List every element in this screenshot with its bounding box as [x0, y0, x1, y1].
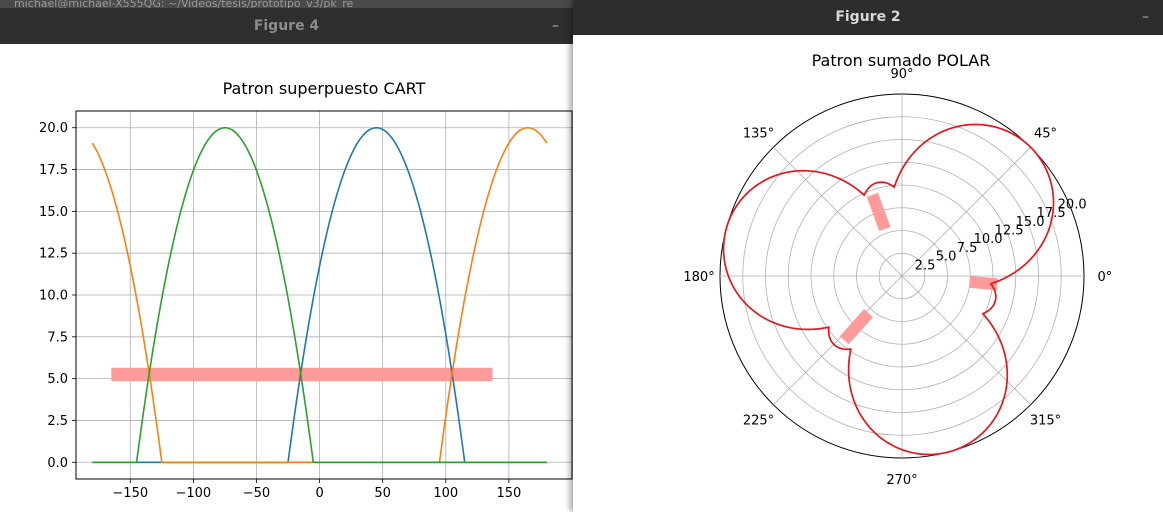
polar-rtick-label: 20.0 [1058, 197, 1087, 212]
cart-ytick-label: 15.0 [39, 205, 68, 220]
cart-series-layer [91, 126, 548, 464]
cart-frame [75, 110, 573, 480]
figure-4-window[interactable]: Figure 4 – Patron superpuesto CART −150−… [0, 8, 573, 512]
polar-rtick-label: 5.0 [936, 250, 957, 265]
cart-ytick-label: 10.0 [39, 289, 68, 304]
cart-series-line-2 [92, 126, 547, 464]
minimize-icon[interactable]: – [1142, 9, 1149, 25]
figure-4-title: Figure 4 [253, 18, 320, 34]
cart-xtick-label: −100 [176, 486, 212, 501]
polar-highlight-1 [866, 192, 891, 232]
cart-xtick-label: 100 [433, 486, 458, 501]
cart-xtick-label: 0 [315, 486, 323, 501]
figure-2-title: Figure 2 [835, 9, 901, 25]
cart-axes: −150 −100 −50 0 50 100 150 0.0 2.5 5.0 7.5 10.0 12.5… [39, 110, 573, 501]
figure-2-titlebar[interactable]: Figure 2 – [573, 0, 1163, 35]
figure-4-titlebar[interactable]: Figure 4 – [0, 8, 573, 44]
cart-xtick-label: 150 [496, 486, 521, 501]
polar-gridspoke [773, 275, 903, 405]
cart-ytick-label: 0.0 [47, 456, 68, 471]
polar-theta-label: 90° [890, 67, 913, 82]
cart-ytick-label: 5.0 [47, 372, 68, 387]
cart-xtick-label: −50 [243, 486, 270, 501]
polar-highlight-2 [839, 309, 873, 345]
polar-theta-label: 0° [1098, 270, 1113, 285]
polar-gridspoke [773, 147, 903, 277]
polar-theta-label: 135° [743, 127, 774, 142]
cart-ytick-label: 7.5 [47, 330, 68, 345]
polar-theta-label: 180° [683, 270, 714, 285]
polar-theta-label: 225° [743, 413, 774, 428]
polar-rtick-label: 7.5 [957, 241, 978, 256]
background-terminal-title: michael@michael-X555QG: ~/Videos/tesis/p… [0, 0, 614, 8]
polar-series-layer [722, 123, 1055, 456]
cart-highlight-band [111, 367, 493, 382]
polar-gridspoke [901, 147, 1031, 277]
cart-xtick-label: −150 [112, 486, 148, 501]
polar-gridspoke [901, 275, 1031, 405]
cart-grid [76, 111, 572, 479]
polar-rtick-label: 12.5 [995, 223, 1024, 238]
polar-rtick-label: 17.5 [1037, 206, 1066, 221]
cart-ytick-label: 2.5 [47, 414, 68, 429]
polar-theta-label: 45° [1034, 127, 1057, 142]
polar-theta-label: 315° [1030, 413, 1061, 428]
cart-ytick-label: 17.5 [39, 163, 68, 178]
polar-rtick-label: 10.0 [974, 232, 1003, 247]
polar-labels: 2.55.07.510.012.515.017.520.0 0° 45° 90° 135… [683, 67, 1112, 488]
cartesian-chart: Patron superpuesto CART −150 −100 −50 0 50 10… [39, 79, 573, 501]
polar-grid [719, 93, 1085, 459]
polar-rtick-label: 2.5 [915, 258, 936, 273]
cart-xtick-label: 50 [374, 486, 391, 501]
cart-ytick-label: 12.5 [39, 247, 68, 262]
polar-chart: Patron sumado POLAR 2.55.07.510.012.515.… [683, 51, 1112, 488]
cart-highlight-layer [111, 367, 493, 382]
polar-series-line [722, 123, 1055, 456]
minimize-icon[interactable]: – [552, 18, 559, 34]
cart-chart-title: Patron superpuesto CART [223, 79, 426, 98]
polar-theta-label: 270° [886, 473, 917, 488]
figure-2-window[interactable]: Figure 2 – Patron sumado POLAR 2.5 5.0 7.5… [573, 0, 1163, 512]
polar-chart-title: Patron sumado POLAR [812, 51, 991, 70]
cart-ytick-label: 20.0 [39, 121, 68, 136]
polar-rtick-label: 15.0 [1016, 215, 1045, 230]
